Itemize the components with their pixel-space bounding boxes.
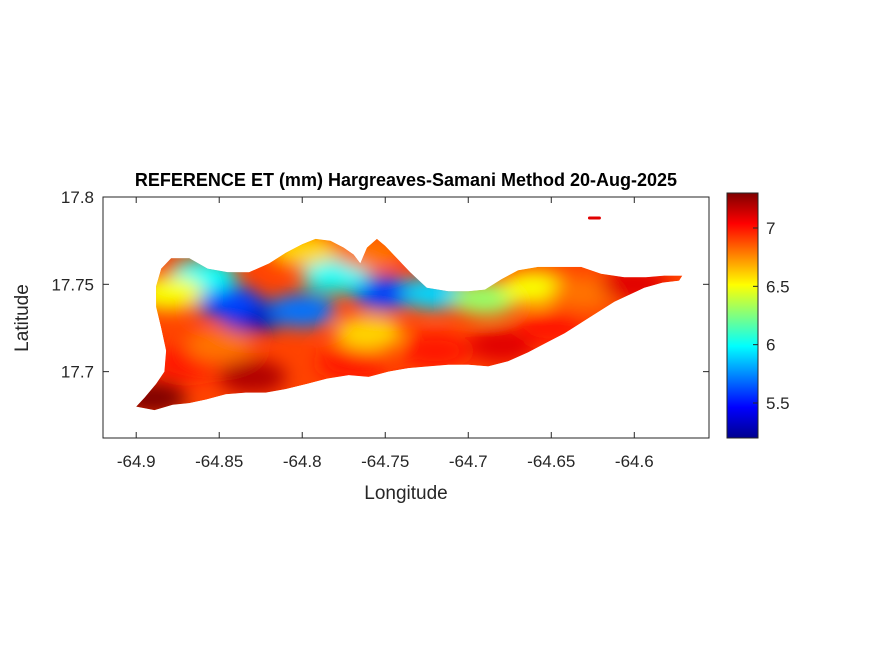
colorbar-tick-label: 7 [766,219,775,238]
x-tick-label: -64.7 [449,452,488,471]
x-axis-label: Longitude [364,483,447,504]
y-tick-label: 17.7 [61,363,94,382]
colorbar-ticks: 5.5 6 6.5 7 [753,219,790,413]
y-axis-label: Latitude [12,284,33,352]
heat-sample-2 [268,293,337,328]
y-tick-label: 17.8 [61,188,94,207]
x-tick-label: -64.65 [527,452,575,471]
x-tick-label: -64.6 [615,452,654,471]
chart-title: REFERENCE ET (mm) Hargreaves-Samani Meth… [135,170,677,190]
plot-axes: -64.9 -64.85 -64.8 -64.75 -64.7 -64.65 -64.6 1… [51,188,710,471]
x-tick-label: -64.85 [195,452,243,471]
y-axis: 17.7 17.75 17.8 [51,188,709,382]
colorbar: 5.5 6 6.5 7 [726,192,790,439]
colorbar-tick-label: 5.5 [766,394,790,413]
heat-sample-21 [185,328,254,363]
colorbar-tick-label: 6 [766,336,775,355]
colorbar-gradient [726,192,759,439]
colorbar-tick-label: 6.5 [766,277,790,296]
x-tick-label: -64.8 [283,452,322,471]
heat-sample-17 [401,333,470,368]
y-tick-label: 17.75 [51,275,94,294]
heat-sample-18 [467,328,536,363]
heat-sample-3 [351,276,420,311]
x-axis: -64.9 -64.85 -64.8 -64.75 -64.7 -64.65 -64.6 [117,197,654,471]
heat-sample-22 [334,316,403,351]
heat-sample-1 [193,284,262,319]
heat-sample-16 [318,345,386,380]
x-tick-label: -64.9 [117,452,156,471]
heat-sample-15 [218,359,287,394]
x-tick-label: -64.75 [361,452,409,471]
